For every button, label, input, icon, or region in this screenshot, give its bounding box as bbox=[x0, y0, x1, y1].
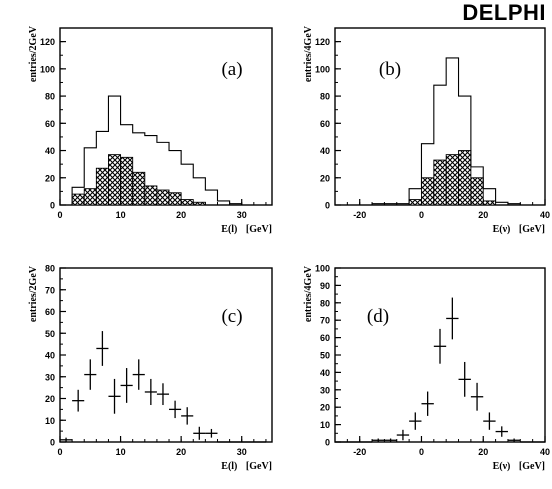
x-tick-label: 10 bbox=[116, 210, 126, 220]
plot-frame bbox=[59, 27, 273, 206]
hatched-bin bbox=[71, 193, 85, 206]
outline-histogram bbox=[71, 95, 266, 206]
hatched-bin bbox=[458, 150, 472, 206]
x-tick-label: 30 bbox=[237, 447, 247, 457]
hatched-bin bbox=[408, 199, 422, 206]
hatched-bin bbox=[156, 189, 170, 206]
x-tick-label: -20 bbox=[353, 447, 366, 457]
panel-label: (a) bbox=[221, 59, 242, 80]
y-tick-label: 30 bbox=[320, 385, 330, 395]
y-tick-label: 80 bbox=[320, 298, 330, 308]
x-tick-label: 0 bbox=[419, 447, 424, 457]
y-axis-label: entries/2GeV bbox=[28, 25, 39, 82]
y-tick-label: 50 bbox=[45, 329, 55, 339]
hatched-bin bbox=[421, 177, 435, 206]
y-tick-label: 20 bbox=[45, 394, 55, 404]
plot-frame bbox=[59, 267, 273, 443]
x-tick-label: 0 bbox=[57, 210, 62, 220]
hatched-bin bbox=[470, 177, 484, 206]
hatched-bin bbox=[120, 156, 134, 206]
x-axis-quantity: E(l) bbox=[221, 461, 237, 472]
y-tick-label: 0 bbox=[325, 438, 330, 448]
hatched-bin bbox=[168, 192, 182, 206]
hatched-bin bbox=[144, 185, 158, 206]
hatched-bin bbox=[132, 171, 146, 206]
y-tick-label: 20 bbox=[320, 403, 330, 413]
x-tick-label: 20 bbox=[478, 210, 488, 220]
hatched-bin bbox=[95, 167, 109, 206]
x-axis-unit: [GeV] bbox=[243, 461, 272, 472]
x-axis-unit: [GeV] bbox=[516, 461, 545, 472]
y-tick-label: 20 bbox=[45, 173, 55, 183]
hatched-bin bbox=[433, 159, 447, 206]
y-tick-label: 60 bbox=[320, 333, 330, 343]
panel-label: (c) bbox=[221, 306, 242, 327]
y-tick-label: 0 bbox=[325, 201, 330, 211]
x-tick-label: 30 bbox=[237, 210, 247, 220]
x-axis-label: E(l) [GeV] bbox=[221, 224, 272, 235]
x-tick-label: 10 bbox=[116, 447, 126, 457]
y-tick-label: 100 bbox=[315, 64, 330, 74]
y-tick-label: 60 bbox=[320, 119, 330, 129]
x-axis-label: E(ν) [GeV] bbox=[493, 461, 545, 472]
y-tick-label: 50 bbox=[320, 351, 330, 361]
x-tick-label: -20 bbox=[353, 210, 366, 220]
outline-histogram bbox=[335, 57, 545, 206]
hatched-bin bbox=[192, 201, 206, 206]
x-axis-unit: [GeV] bbox=[243, 224, 272, 235]
panel-label: (b) bbox=[379, 59, 401, 80]
y-tick-label: 80 bbox=[45, 92, 55, 102]
y-tick-label: 80 bbox=[45, 264, 55, 274]
y-axis-label: entries/4GeV bbox=[303, 265, 314, 322]
x-tick-label: 20 bbox=[478, 447, 488, 457]
x-axis-label: E(ν) [GeV] bbox=[493, 224, 545, 235]
y-tick-label: 10 bbox=[320, 420, 330, 430]
y-tick-label: 120 bbox=[315, 37, 330, 47]
y-tick-label: 0 bbox=[50, 201, 55, 211]
x-axis-quantity: E(ν) bbox=[493, 461, 511, 472]
hatched-bin bbox=[83, 188, 97, 206]
y-tick-label: 40 bbox=[320, 146, 330, 156]
y-tick-label: 70 bbox=[45, 285, 55, 295]
x-tick-label: 20 bbox=[176, 210, 186, 220]
panel-a: 0 20 40 60 80 100 120 0 10 20 30 entries/2GeV E(l) [… bbox=[28, 25, 273, 235]
x-axis-unit: [GeV] bbox=[516, 224, 545, 235]
x-tick-label: 20 bbox=[176, 447, 186, 457]
hatched-bin bbox=[108, 154, 122, 206]
y-tick-label: 60 bbox=[45, 307, 55, 317]
panel-label: (d) bbox=[367, 306, 389, 327]
x-tick-label: 40 bbox=[540, 447, 550, 457]
y-tick-label: 20 bbox=[320, 173, 330, 183]
x-axis-quantity: E(l) bbox=[221, 224, 237, 235]
hatched-bin bbox=[180, 199, 194, 206]
y-tick-label: 90 bbox=[320, 281, 330, 291]
panel-c: 0 10 20 30 40 50 60 70 80 0 10 20 30 entries/2GeV E(l)… bbox=[28, 264, 273, 472]
y-tick-label: 80 bbox=[320, 92, 330, 102]
y-tick-label: 30 bbox=[45, 372, 55, 382]
hatched-bin bbox=[482, 200, 497, 206]
y-tick-label: 40 bbox=[45, 146, 55, 156]
x-tick-label: 0 bbox=[419, 210, 424, 220]
y-tick-label: 100 bbox=[315, 264, 330, 274]
x-tick-label: 40 bbox=[540, 210, 550, 220]
hatched-bin bbox=[445, 154, 459, 206]
y-tick-label: 0 bbox=[50, 438, 55, 448]
x-axis-quantity: E(ν) bbox=[493, 224, 511, 235]
panel-b: 0 20 40 60 80 100 120 -20 0 20 40 entries/4GeV E(ν) … bbox=[303, 25, 550, 235]
y-axis-label: entries/2GeV bbox=[28, 265, 39, 322]
y-tick-label: 100 bbox=[40, 64, 55, 74]
y-axis-label: entries/4GeV bbox=[303, 25, 314, 82]
y-tick-label: 70 bbox=[320, 316, 330, 326]
y-tick-label: 120 bbox=[40, 37, 55, 47]
y-tick-label: 40 bbox=[45, 351, 55, 361]
y-tick-label: 60 bbox=[45, 119, 55, 129]
y-tick-label: 10 bbox=[45, 416, 55, 426]
x-axis-label: E(l) [GeV] bbox=[221, 461, 272, 472]
x-tick-label: 0 bbox=[57, 447, 62, 457]
panel-d: 0 10 20 30 40 50 60 70 80 90 100 -20 0 20 40 entries/4G… bbox=[303, 264, 550, 473]
y-tick-label: 40 bbox=[320, 368, 330, 378]
delphi-logo: DELPHI bbox=[462, 0, 546, 25]
